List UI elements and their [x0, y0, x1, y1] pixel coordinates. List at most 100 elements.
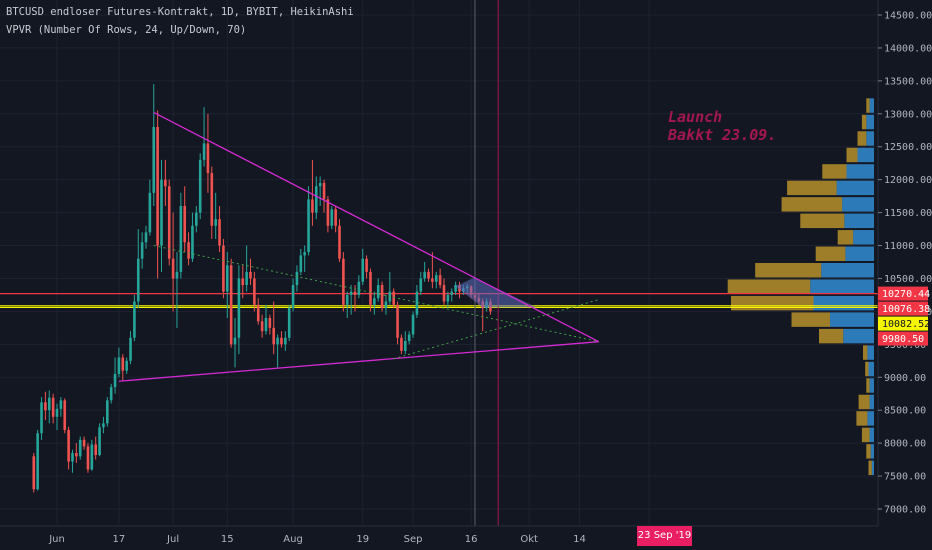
candle-body: [40, 402, 43, 434]
volume-profile-up-bar: [867, 345, 874, 360]
volume-profile-down-bar: [865, 361, 869, 377]
candle-body: [160, 179, 163, 246]
candle-body: [229, 265, 233, 345]
volume-profile-up-bar: [845, 246, 874, 261]
launch-annotation[interactable]: Launch Bakkt 23.09.: [668, 108, 776, 144]
candle-body: [369, 271, 372, 305]
volume-profile-down-bar: [866, 444, 871, 459]
candle-body: [106, 400, 109, 424]
volume-profile-down-bar: [866, 378, 870, 393]
volume-profile-down-bar: [861, 427, 870, 443]
time-tick-label: 17: [113, 534, 126, 545]
symbol-title: BTCUSD endloser Futures-Kontrakt, 1D, BY…: [6, 6, 354, 18]
candle-body: [423, 271, 426, 279]
candle-body: [287, 308, 291, 338]
price-tick-label: 8000.00: [884, 439, 926, 450]
volume-profile-up-bar: [857, 147, 874, 163]
candle-body: [202, 143, 206, 160]
time-tick-label: Jun: [48, 534, 65, 545]
price-label-badge: [878, 316, 928, 331]
candle-body: [218, 219, 221, 246]
candle-body: [71, 453, 74, 462]
price-tick-label: 10500.00: [884, 274, 932, 285]
candle-body: [63, 400, 67, 430]
price-tick-label: 8500.00: [884, 406, 926, 417]
candle-body: [427, 271, 430, 279]
candle-body: [299, 255, 303, 272]
price-tick-label: 11500.00: [884, 208, 932, 219]
candle-body: [245, 271, 248, 286]
candle-body: [307, 199, 310, 253]
price-tick-label: 9000.00: [884, 373, 926, 384]
candle-body: [210, 173, 214, 226]
volume-profile-up-bar: [869, 98, 874, 113]
volume-profile-down-bar: [822, 164, 847, 179]
candle-body: [113, 373, 117, 388]
time-tick-label: Aug: [283, 534, 303, 545]
time-tick-label: 14: [573, 534, 586, 545]
candle-body: [78, 439, 82, 457]
candle-body: [419, 278, 423, 292]
candle-body: [450, 291, 454, 295]
volume-profile-down-bar: [861, 114, 867, 130]
volume-profile-down-bar: [781, 197, 843, 212]
candle-body: [98, 427, 101, 455]
volume-profile-down-bar: [837, 230, 854, 245]
price-tick-label: 7500.00: [884, 472, 926, 483]
volume-profile-up-bar: [866, 131, 874, 146]
candle-body: [326, 199, 330, 226]
candle-body: [396, 304, 399, 338]
candle-body: [411, 314, 415, 335]
price-label-badge: [878, 301, 928, 316]
candle-body: [55, 408, 59, 417]
price-label-badge: [878, 286, 928, 301]
candle-body: [311, 199, 314, 213]
candle-body: [330, 209, 334, 226]
candle-body: [407, 334, 411, 342]
candle-body: [36, 433, 39, 490]
volume-profile-down-bar: [863, 345, 868, 360]
volume-profile-up-bar: [846, 164, 874, 179]
indicator-legend[interactable]: VPVR (Number Of Rows, 24, Up/Down, 70): [6, 24, 247, 36]
candle-body: [195, 212, 198, 226]
annotation-line-2: Bakkt 23.09.: [668, 126, 777, 144]
time-tick-label: 19: [356, 534, 369, 545]
price-label-badge: [878, 331, 928, 346]
candle-body: [345, 294, 349, 305]
dotted-trendline: [393, 299, 599, 360]
candle-body: [318, 182, 322, 187]
candle-body: [357, 281, 361, 295]
volume-profile-up-bar: [869, 378, 874, 393]
volume-profile-down-bar: [866, 98, 870, 113]
volume-profile-up-bar: [870, 444, 874, 459]
volume-profile-down-bar: [846, 147, 858, 163]
candle-body: [94, 444, 97, 455]
candlestick-series: [32, 84, 492, 493]
volume-profile-up-bar: [853, 230, 874, 245]
volume-profile-down-bar: [857, 131, 867, 146]
candle-body: [44, 402, 47, 411]
triangle-lower-line: [118, 341, 599, 382]
annotation-line-1: Launch: [668, 108, 723, 126]
candle-body: [117, 357, 121, 374]
candle-body: [144, 232, 148, 243]
volume-profile-down-bar: [856, 411, 868, 426]
candle-body: [284, 337, 287, 345]
candle-body: [380, 285, 384, 309]
candle-body: [268, 317, 272, 328]
vertical-date-lines: [474, 0, 499, 526]
time-axis-bg: [0, 526, 932, 550]
price-tick-label: 11000.00: [884, 241, 932, 252]
candle-body: [67, 429, 70, 462]
candle-body: [446, 294, 450, 302]
candle-body: [373, 298, 376, 305]
candle-body: [148, 192, 152, 233]
volume-profile-up-bar: [869, 427, 874, 443]
candle-body: [295, 271, 299, 286]
volume-profile-down-bar: [787, 180, 837, 196]
candle-body: [102, 423, 105, 428]
crosshair-date-label: 23 Sep '19: [637, 526, 692, 546]
candle-body: [349, 291, 353, 295]
candle-body: [187, 242, 190, 259]
